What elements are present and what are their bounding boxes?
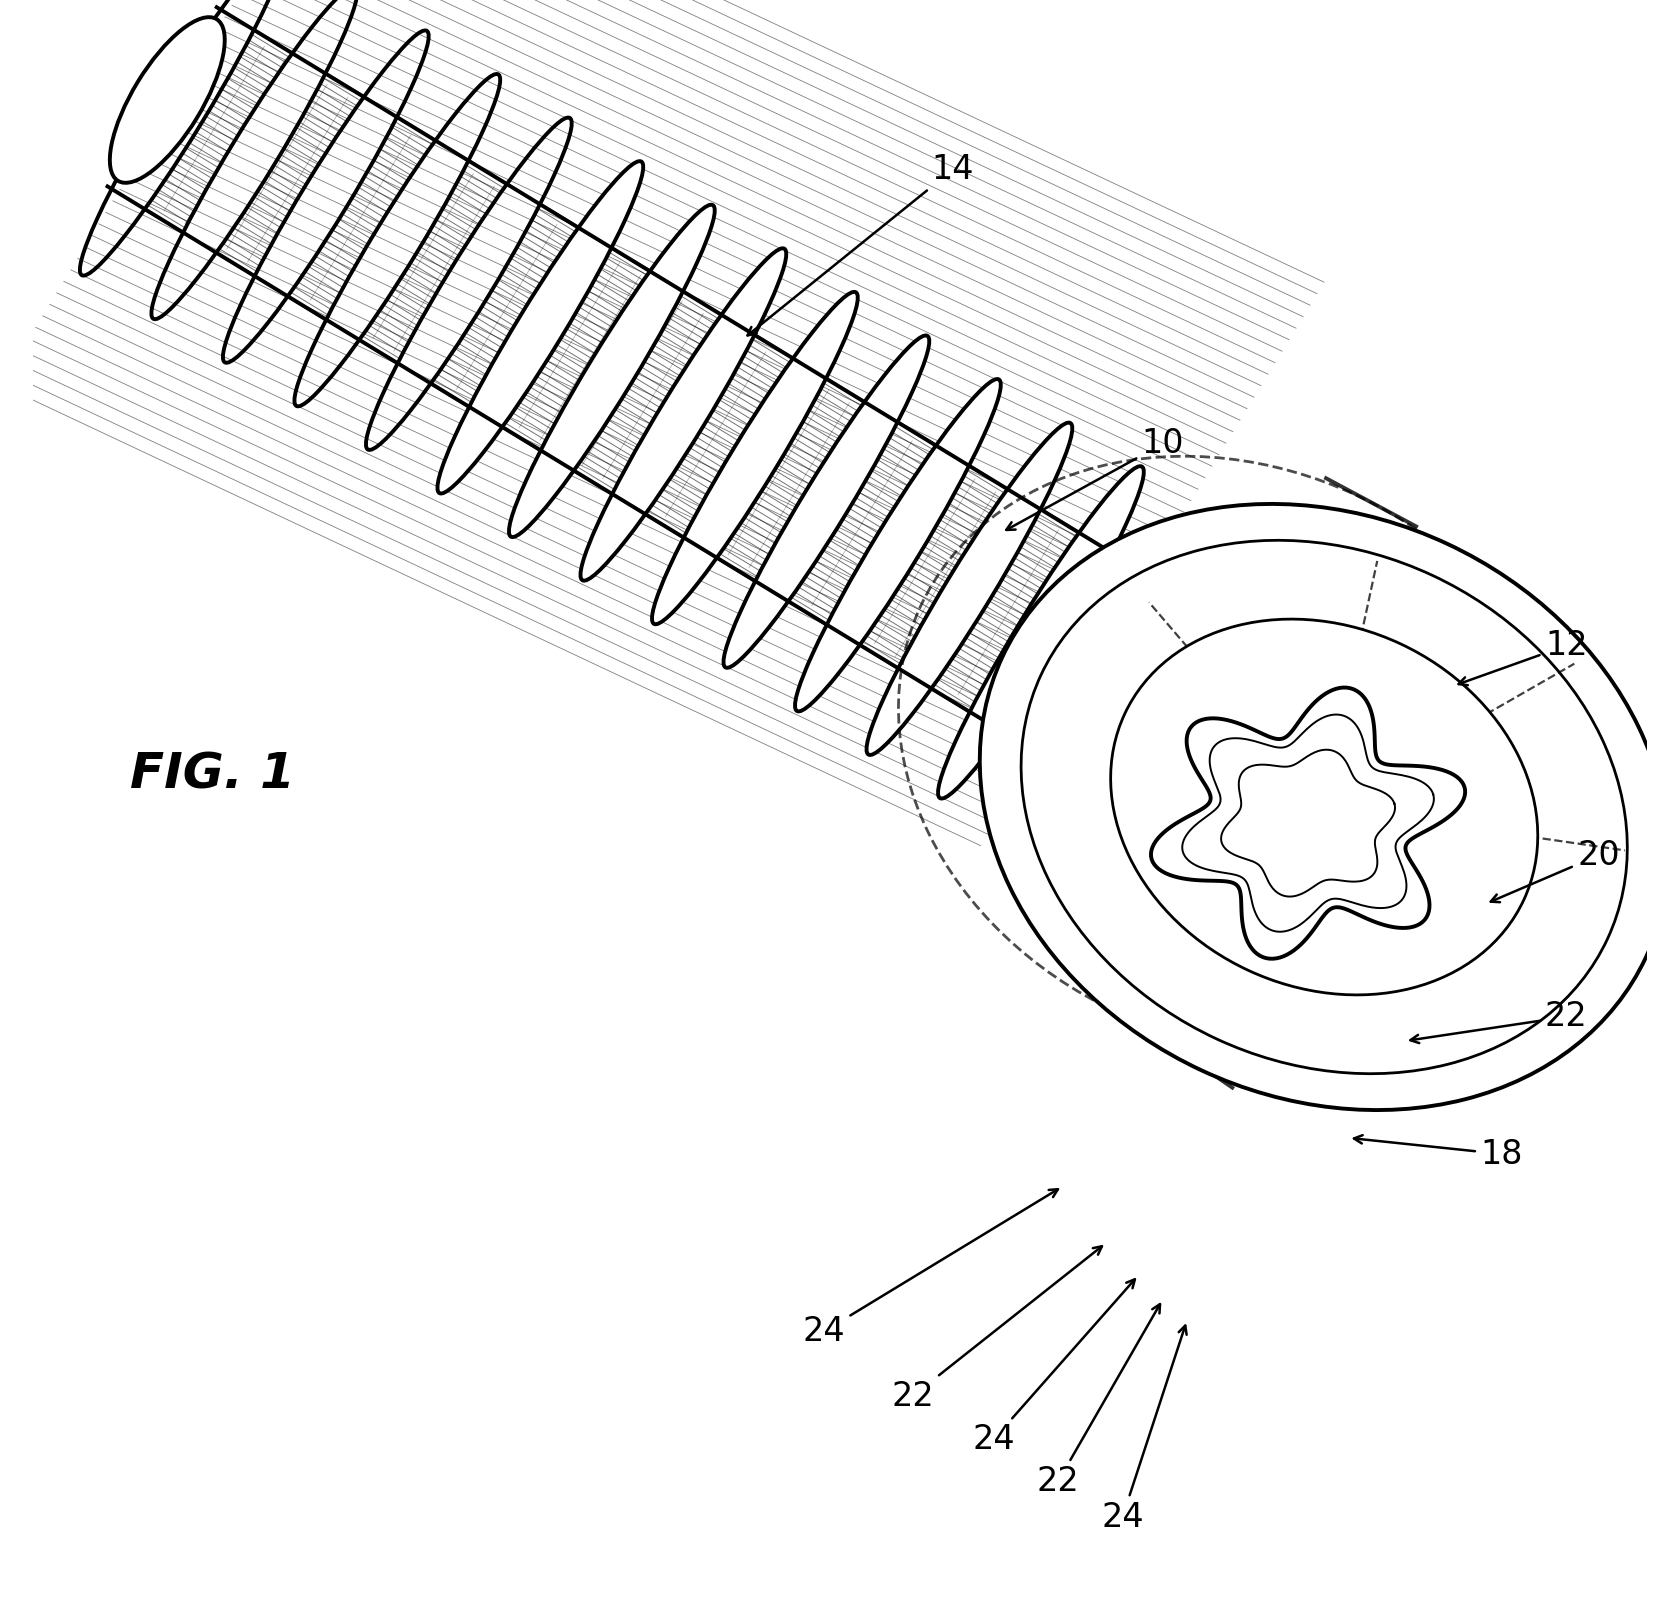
Polygon shape bbox=[108, 6, 1250, 817]
Ellipse shape bbox=[437, 161, 643, 494]
Ellipse shape bbox=[294, 74, 501, 407]
Text: 14: 14 bbox=[748, 153, 974, 336]
Text: 10: 10 bbox=[1006, 428, 1184, 529]
Ellipse shape bbox=[366, 118, 571, 450]
Ellipse shape bbox=[509, 205, 714, 537]
Ellipse shape bbox=[81, 0, 286, 276]
Ellipse shape bbox=[109, 18, 225, 182]
Text: 24: 24 bbox=[1100, 1325, 1186, 1533]
Ellipse shape bbox=[581, 249, 786, 581]
Ellipse shape bbox=[724, 336, 929, 668]
Ellipse shape bbox=[979, 504, 1668, 1110]
Ellipse shape bbox=[223, 31, 428, 363]
Text: FIG. 1: FIG. 1 bbox=[129, 751, 294, 799]
Text: 22: 22 bbox=[1411, 1001, 1588, 1043]
Ellipse shape bbox=[151, 0, 358, 320]
Text: 20: 20 bbox=[1490, 839, 1620, 902]
Text: 22: 22 bbox=[892, 1246, 1102, 1412]
Text: 24: 24 bbox=[803, 1190, 1058, 1348]
Text: 12: 12 bbox=[1458, 629, 1588, 686]
Ellipse shape bbox=[1110, 620, 1537, 994]
Ellipse shape bbox=[795, 379, 1001, 712]
Text: 18: 18 bbox=[1354, 1135, 1524, 1170]
Polygon shape bbox=[1151, 688, 1465, 959]
Text: 24: 24 bbox=[973, 1280, 1136, 1456]
Ellipse shape bbox=[867, 423, 1072, 755]
Text: 22: 22 bbox=[1037, 1304, 1159, 1498]
Ellipse shape bbox=[1010, 510, 1215, 843]
Ellipse shape bbox=[652, 292, 858, 625]
Ellipse shape bbox=[937, 466, 1144, 799]
